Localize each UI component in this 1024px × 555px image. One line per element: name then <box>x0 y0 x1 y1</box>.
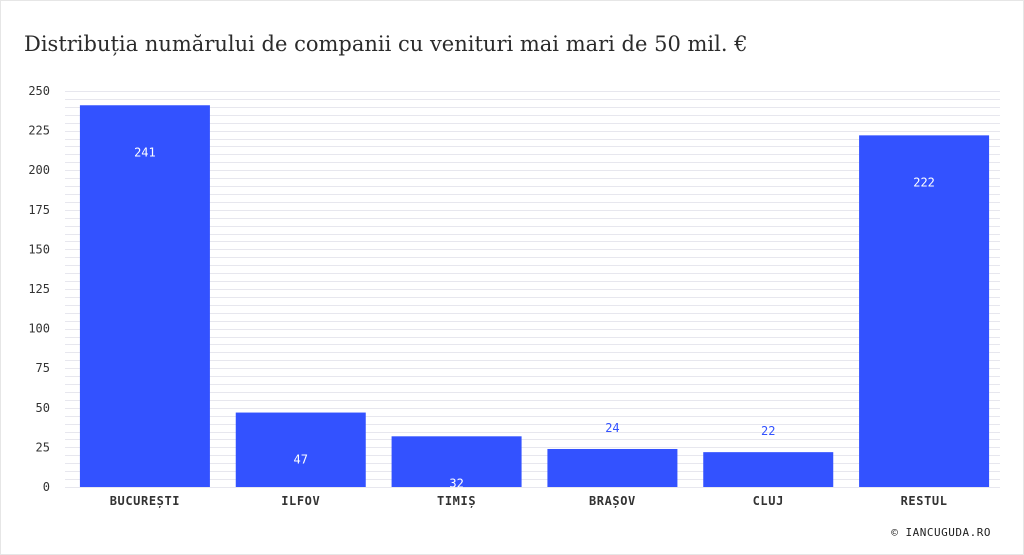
y-tick-label: 25 <box>36 440 50 454</box>
y-tick-label: 50 <box>36 401 50 415</box>
x-category-label: CLUJ <box>753 494 784 508</box>
bar <box>391 436 522 487</box>
credit-text: © IANCUGUDA.RO <box>891 526 991 539</box>
y-tick-label: 225 <box>28 124 50 138</box>
y-tick-label: 100 <box>28 322 50 336</box>
bar-value-label: 32 <box>449 476 463 490</box>
bar <box>79 105 210 488</box>
y-tick-label: 200 <box>28 163 50 177</box>
y-tick-label: 125 <box>28 282 50 296</box>
y-tick-label: 250 <box>28 84 50 98</box>
bar-value-label: 24 <box>605 421 619 435</box>
bar-value-label: 22 <box>761 424 775 438</box>
bar <box>547 448 678 487</box>
bar <box>235 412 366 487</box>
bar-value-label: 47 <box>294 453 308 467</box>
bar-value-label: 241 <box>134 145 156 159</box>
x-category-label: BUCUREȘTI <box>110 494 180 508</box>
x-category-label: TIMIȘ <box>437 494 476 508</box>
x-category-label: RESTUL <box>901 494 948 508</box>
bar-value-label: 222 <box>913 175 935 189</box>
chart-title: Distribuția numărului de companii cu ven… <box>24 32 748 56</box>
y-tick-label: 175 <box>28 203 50 217</box>
x-category-label: BRAȘOV <box>589 494 636 508</box>
bar <box>703 452 834 487</box>
y-tick-label: 75 <box>36 361 50 375</box>
y-tick-label: 0 <box>43 480 50 494</box>
bar <box>859 135 990 488</box>
x-category-label: ILFOV <box>281 494 320 508</box>
y-tick-label: 150 <box>28 242 50 256</box>
